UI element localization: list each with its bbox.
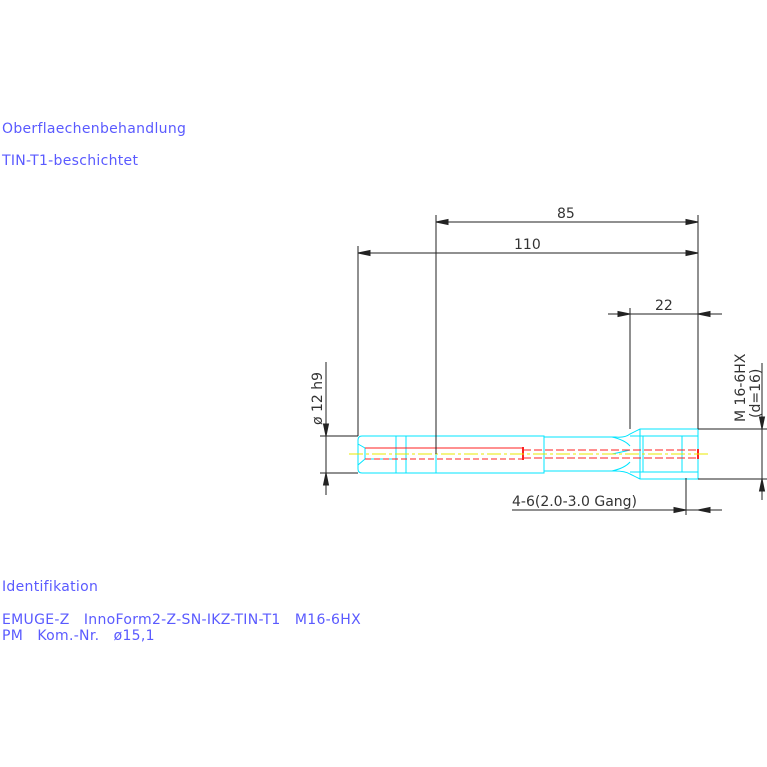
dim-chamfer: 4-6(2.0-3.0 Gang) [512, 494, 637, 510]
surface-value: TIN-T1-beschichtet [2, 153, 139, 169]
dim-thread: M 16-6HX [733, 353, 749, 422]
bore-lines [365, 447, 699, 460]
dim-22: 22 [655, 298, 673, 314]
dim-thread-d: (d=16) [748, 369, 764, 418]
dimension-lines [320, 215, 767, 515]
surface-heading: Oberflaechenbehandlung [2, 121, 187, 137]
ident-line-2: PM Kom.-Nr. ø15,1 [2, 628, 155, 644]
dim-110: 110 [514, 237, 541, 253]
dim-shank-diameter: ø 12 h9 [310, 372, 326, 425]
ident-heading: Identifikation [2, 579, 99, 595]
ident-line-1: EMUGE-Z InnoForm2-Z-SN-IKZ-TIN-T1 M16-6H… [2, 612, 361, 628]
dim-85: 85 [557, 206, 575, 222]
